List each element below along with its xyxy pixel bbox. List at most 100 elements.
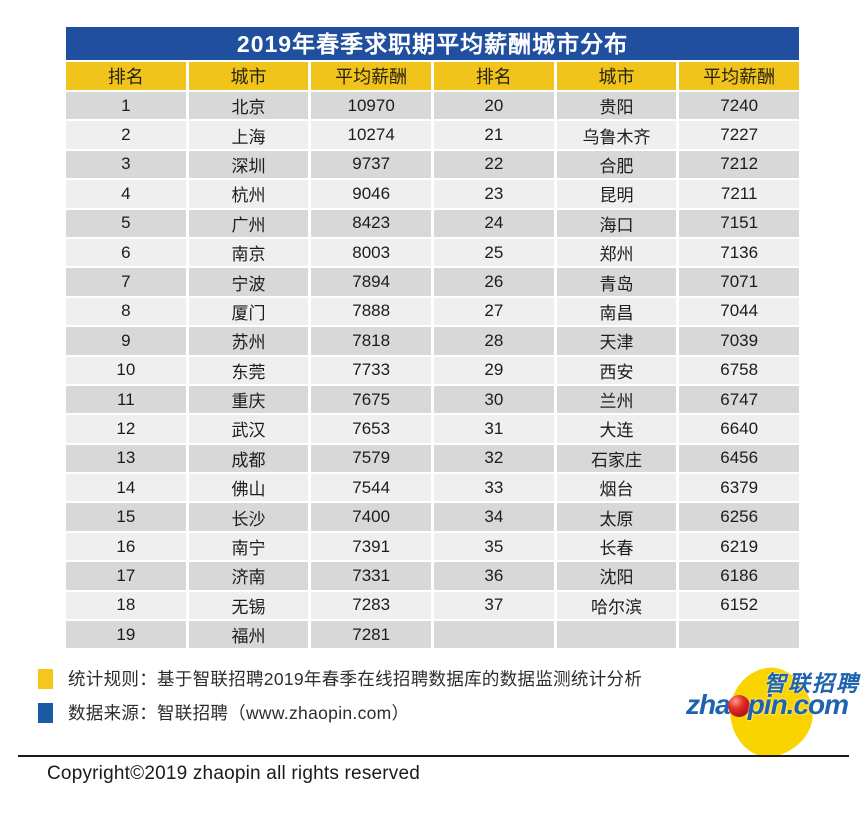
salary-cell: 7039 — [679, 327, 799, 355]
rank-cell: 18 — [66, 591, 186, 620]
salary-cell: 6152 — [679, 591, 799, 620]
salary-cell: 6640 — [679, 415, 799, 443]
rank-cell: 8 — [66, 297, 186, 326]
city-cell: 长春 — [556, 532, 677, 561]
city-cell: 南京 — [188, 238, 309, 267]
city-cell: 昆明 — [556, 180, 677, 208]
salary-cell: 7894 — [311, 268, 431, 296]
note-data-source: 数据来源：智联招聘（www.zhaopin.com） — [38, 700, 409, 725]
logo-domain-prefix: zha — [686, 689, 731, 720]
salary-cell — [679, 621, 799, 649]
city-cell: 厦门 — [188, 297, 309, 326]
rank-cell: 9 — [66, 327, 186, 355]
salary-cell: 7212 — [679, 150, 799, 179]
salary-cell: 7151 — [679, 209, 799, 237]
rank-cell: 30 — [433, 385, 554, 414]
rank-cell: 16 — [66, 532, 186, 561]
city-cell: 无锡 — [188, 591, 309, 620]
rank-cell: 28 — [433, 327, 554, 355]
city-cell: 成都 — [188, 444, 309, 473]
salary-cell: 9046 — [311, 180, 431, 208]
salary-cell: 7071 — [679, 268, 799, 296]
blue-square-bullet-icon — [38, 702, 53, 723]
city-cell: 佛山 — [188, 474, 309, 502]
rank-cell: 20 — [433, 92, 554, 120]
salary-table: 2019年春季求职期平均薪酬城市分布 排名 城市 平均薪酬 排名 城市 平均薪酬… — [66, 27, 799, 649]
city-cell: 大连 — [556, 415, 677, 443]
rank-cell — [433, 621, 554, 649]
salary-cell: 7240 — [679, 92, 799, 120]
salary-cell: 7733 — [311, 356, 431, 384]
city-cell: 太原 — [556, 503, 677, 531]
rank-cell: 24 — [433, 209, 554, 237]
city-cell: 海口 — [556, 209, 677, 237]
salary-cell: 7227 — [679, 121, 799, 149]
rank-cell: 25 — [433, 238, 554, 267]
salary-cell: 6758 — [679, 356, 799, 384]
salary-cell: 10274 — [311, 121, 431, 149]
salary-cell: 8423 — [311, 209, 431, 237]
city-cell: 天津 — [556, 327, 677, 355]
rank-cell: 2 — [66, 121, 186, 149]
logo-chinese-text: 智联招聘 — [763, 671, 860, 696]
rank-cell: 17 — [66, 562, 186, 590]
city-cell: 郑州 — [556, 238, 677, 267]
salary-cell: 7675 — [311, 385, 431, 414]
rank-cell: 19 — [66, 621, 186, 649]
salary-cell: 6379 — [679, 474, 799, 502]
yellow-square-bullet-icon — [38, 668, 53, 689]
city-cell: 济南 — [188, 562, 309, 590]
rank-cell: 11 — [66, 385, 186, 414]
salary-cell: 7283 — [311, 591, 431, 620]
city-cell: 东莞 — [188, 356, 309, 384]
rank-cell: 21 — [433, 121, 554, 149]
salary-cell: 7579 — [311, 444, 431, 473]
column-header-city: 城市 — [188, 62, 309, 90]
rank-cell: 6 — [66, 238, 186, 267]
city-cell: 苏州 — [188, 327, 309, 355]
city-cell: 南昌 — [556, 297, 677, 326]
rank-cell: 34 — [433, 503, 554, 531]
logo-domain-text: zha pin.com — [686, 689, 849, 721]
city-cell: 广州 — [188, 209, 309, 237]
city-cell: 贵阳 — [556, 92, 677, 120]
salary-cell: 7136 — [679, 238, 799, 267]
rank-cell: 27 — [433, 297, 554, 326]
salary-cell: 7544 — [311, 474, 431, 502]
city-cell: 南宁 — [188, 532, 309, 561]
table-title: 2019年春季求职期平均薪酬城市分布 — [66, 27, 799, 60]
salary-cell: 6456 — [679, 444, 799, 473]
city-cell: 乌鲁木齐 — [556, 121, 677, 149]
column-header-city: 城市 — [556, 62, 677, 90]
rank-cell: 15 — [66, 503, 186, 531]
footer-divider-line — [18, 755, 849, 757]
zhaopin-logo: 智联招聘 zha pin.com — [686, 658, 862, 765]
salary-cell: 7888 — [311, 297, 431, 326]
logo-red-ball-icon — [727, 695, 750, 717]
rank-cell: 3 — [66, 150, 186, 179]
note-statistics-rule: 统计规则：基于智联招聘2019年春季在线招聘数据库的数据监测统计分析 — [38, 666, 642, 691]
city-cell: 福州 — [188, 621, 309, 649]
city-cell: 烟台 — [556, 474, 677, 502]
salary-cell: 7818 — [311, 327, 431, 355]
city-cell — [556, 621, 677, 649]
salary-cell: 6256 — [679, 503, 799, 531]
city-cell: 杭州 — [188, 180, 309, 208]
rank-cell: 37 — [433, 591, 554, 620]
salary-grid: 排名 城市 平均薪酬 排名 城市 平均薪酬 1 北京 10970 20 贵阳 7240 2 上… — [66, 62, 799, 649]
note-source-text: 数据来源：智联招聘（www.zhaopin.com） — [68, 703, 410, 723]
city-cell: 石家庄 — [556, 444, 677, 473]
salary-cell: 7400 — [311, 503, 431, 531]
city-cell: 宁波 — [188, 268, 309, 296]
rank-cell: 22 — [433, 150, 554, 179]
note-rule-text: 统计规则：基于智联招聘2019年春季在线招聘数据库的数据监测统计分析 — [68, 669, 643, 689]
city-cell: 青岛 — [556, 268, 677, 296]
rank-cell: 14 — [66, 474, 186, 502]
rank-cell: 29 — [433, 356, 554, 384]
city-cell: 武汉 — [188, 415, 309, 443]
salary-cell: 10970 — [311, 92, 431, 120]
rank-cell: 23 — [433, 180, 554, 208]
rank-cell: 1 — [66, 92, 186, 120]
salary-cell: 9737 — [311, 150, 431, 179]
salary-cell: 6747 — [679, 385, 799, 414]
